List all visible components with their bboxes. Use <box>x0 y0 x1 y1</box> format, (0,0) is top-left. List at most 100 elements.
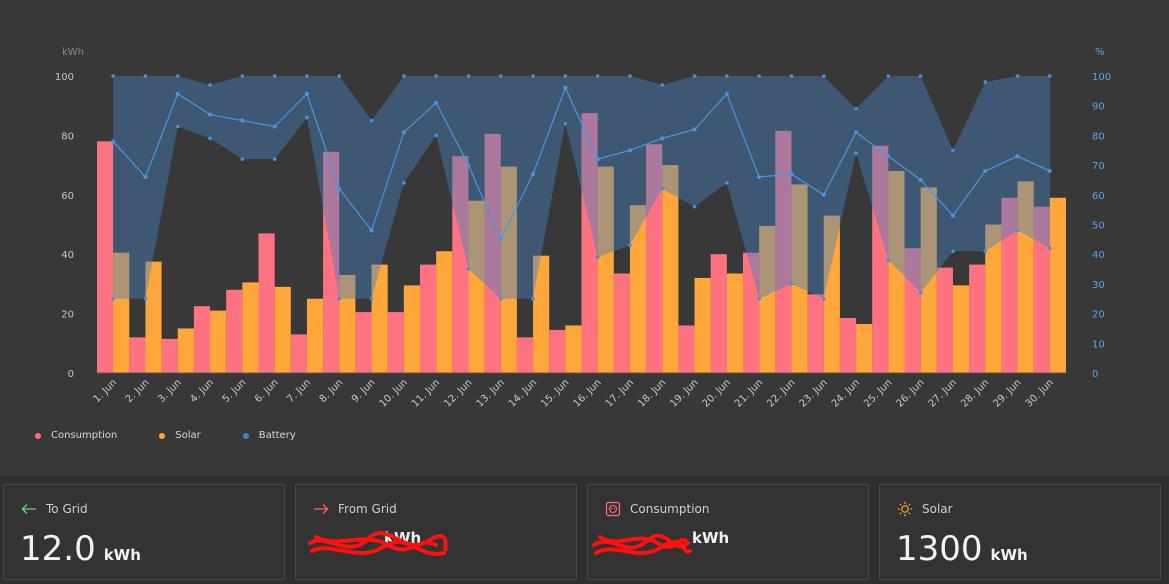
battery-min-point <box>208 136 212 141</box>
battery-min-point <box>660 187 665 191</box>
solar-bar <box>468 200 485 373</box>
card-value: 12.0 kWh <box>20 529 141 569</box>
battery-min-point <box>531 296 535 301</box>
consumption-bar <box>516 337 534 373</box>
legend-item-consumption[interactable]: Consumption <box>35 430 117 441</box>
battery-max-point <box>886 74 891 78</box>
solar-bar <box>662 165 679 373</box>
consumption-bar <box>226 289 243 373</box>
consumption-bar <box>807 294 824 373</box>
battery-max-point <box>951 148 955 153</box>
battery-max-point <box>175 74 180 78</box>
y-right-axis-label: % <box>1095 47 1105 58</box>
consumption-bar <box>1001 197 1018 373</box>
battery-min-point <box>854 151 858 156</box>
card-title: Consumption <box>630 502 710 516</box>
battery-max-point <box>628 74 632 78</box>
y-right-tick-label: 50 <box>1092 221 1105 232</box>
legend-item-battery[interactable]: Battery <box>242 430 296 441</box>
battery-min-point <box>402 181 406 185</box>
x-tick-label: 9. Jun <box>350 377 378 405</box>
x-tick-label: 11. Jun <box>410 377 442 409</box>
x-tick-label: 12. Jun <box>442 377 474 409</box>
consumption-bar <box>549 329 566 373</box>
battery-max-point <box>983 80 988 84</box>
y-left-axis-label: kWh <box>62 47 84 58</box>
y-right-tick-label: 30 <box>1092 280 1105 291</box>
x-tick-label: 27. Jun <box>927 377 959 409</box>
battery-min-point <box>789 282 794 286</box>
y-left-tick-label: 0 <box>68 369 74 380</box>
battery-min-point <box>434 133 438 138</box>
solar-bar <box>1049 197 1066 373</box>
to-grid-card[interactable]: To Grid 12.0 kWh <box>3 484 285 580</box>
legend-label-solar: Solar <box>175 430 201 441</box>
card-header: From Grid <box>312 501 397 517</box>
battery-min-point <box>1048 246 1052 251</box>
battery-avg-line <box>112 86 1051 241</box>
battery-max-point <box>789 74 794 78</box>
solar-bar <box>565 325 582 373</box>
battery-min-point <box>143 296 148 301</box>
x-tick-label: 4. Jun <box>188 377 216 405</box>
x-tick-label: 2. Jun <box>124 377 152 405</box>
legend-item-solar[interactable]: Solar <box>159 430 201 441</box>
solar-bar <box>823 215 840 373</box>
consumption-bar <box>290 334 307 373</box>
battery-min-point <box>757 296 761 301</box>
battery-max-point <box>498 74 503 78</box>
x-tick-label: 3. Jun <box>156 377 184 405</box>
solar-bar <box>500 166 517 373</box>
x-tick-label: 7. Jun <box>285 377 313 405</box>
consumption-bar <box>387 312 404 373</box>
solar-bar <box>145 261 162 373</box>
from-grid-card[interactable]: From Grid kWh <box>295 484 577 580</box>
x-tick-label: 10. Jun <box>378 377 410 409</box>
x-tick-label: 13. Jun <box>475 377 507 409</box>
y-left-tick-label: 40 <box>61 250 74 261</box>
bars-group <box>97 113 1066 373</box>
arrow-left-icon <box>20 501 38 517</box>
solar-card[interactable]: Solar 1300 kWh <box>879 484 1161 580</box>
chart-legend: Consumption Solar Battery <box>35 430 338 441</box>
x-tick-label: 25. Jun <box>862 377 894 409</box>
consumption-bar <box>872 145 889 373</box>
battery-min-point <box>886 258 891 262</box>
battery-min-point <box>175 124 180 129</box>
solar-bar <box>274 286 291 373</box>
solar-bar <box>242 282 259 373</box>
solar-bar <box>210 310 227 373</box>
y-right-tick-label: 20 <box>1092 310 1105 321</box>
solar-bar <box>629 205 647 373</box>
x-tick-label: 30. Jun <box>1024 377 1056 409</box>
consumption-bar <box>936 267 953 373</box>
to-grid-value: 12.0 <box>20 529 96 569</box>
legend-dot-battery <box>242 432 249 439</box>
plug-icon <box>604 501 622 517</box>
battery-max-point <box>1015 74 1020 78</box>
redaction-scribble <box>592 533 692 556</box>
solar-bar <box>985 224 1002 373</box>
battery-min-point <box>466 267 471 271</box>
battery-range-area <box>113 76 1050 299</box>
solar-bar <box>1017 181 1034 373</box>
battery-min-point <box>305 115 309 120</box>
x-tick-label: 23. Jun <box>798 377 830 409</box>
consumption-card[interactable]: Consumption kWh <box>587 484 869 580</box>
solar-bar <box>726 273 743 373</box>
solar-bar <box>177 328 194 373</box>
battery-min-point <box>240 157 245 161</box>
battery-max-point <box>918 74 923 78</box>
card-title: Solar <box>922 502 953 516</box>
battery-max-point <box>531 74 535 78</box>
x-tick-label: 21. Jun <box>733 377 765 409</box>
battery-min-point <box>821 296 826 301</box>
legend-label-battery: Battery <box>258 430 296 441</box>
x-tick-label: 24. Jun <box>830 377 862 409</box>
y-right-tick-label: 0 <box>1092 369 1098 380</box>
y-right-tick-label: 90 <box>1092 102 1105 113</box>
consumption-bar <box>355 312 372 373</box>
solar-bar <box>371 264 388 373</box>
consumption-bar <box>323 151 340 373</box>
x-tick-label: 14. Jun <box>507 377 539 409</box>
